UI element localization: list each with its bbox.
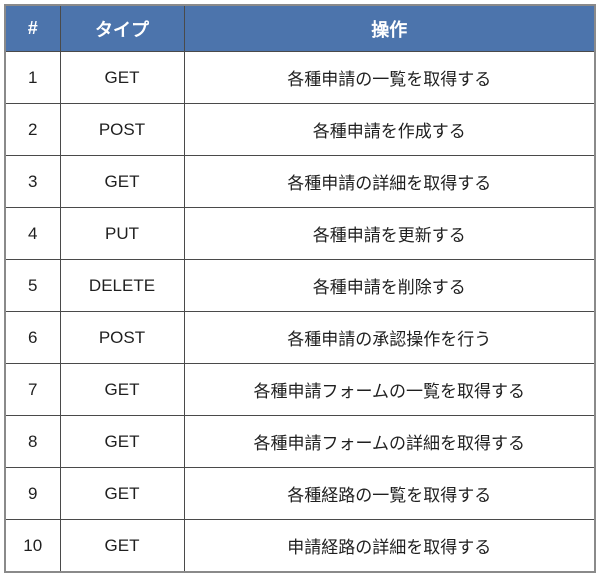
table-row: 6 POST 各種申請の承認操作を行う <box>4 311 596 364</box>
method-cell: GET <box>59 415 185 468</box>
table-row: 9 GET 各種経路の一覧を取得する <box>4 467 596 520</box>
row-number-cell: 3 <box>4 155 61 208</box>
table-row: 7 GET 各種申請フォームの一覧を取得する <box>4 363 596 416</box>
header-cell-number: # <box>4 4 61 52</box>
operation-cell: 各種申請を更新する <box>183 207 596 260</box>
table-row: 4 PUT 各種申請を更新する <box>4 207 596 260</box>
row-number-cell: 2 <box>4 103 61 156</box>
row-number-cell: 4 <box>4 207 61 260</box>
operation-cell: 各種申請フォームの詳細を取得する <box>183 415 596 468</box>
method-cell: GET <box>59 467 185 520</box>
header-cell-type: タイプ <box>59 4 185 52</box>
row-number-cell: 5 <box>4 259 61 312</box>
operation-cell: 各種申請フォームの一覧を取得する <box>183 363 596 416</box>
table-row: 10 GET 申請経路の詳細を取得する <box>4 519 596 573</box>
table-row: 5 DELETE 各種申請を削除する <box>4 259 596 312</box>
table-header: # タイプ 操作 <box>4 4 596 52</box>
table-body: 1 GET 各種申請の一覧を取得する 2 POST 各種申請を作成する 3 GE… <box>4 51 596 573</box>
method-cell: GET <box>59 363 185 416</box>
header-row: # タイプ 操作 <box>4 4 596 52</box>
method-cell: GET <box>59 155 185 208</box>
row-number-cell: 9 <box>4 467 61 520</box>
method-cell: POST <box>59 103 185 156</box>
row-number-cell: 6 <box>4 311 61 364</box>
row-number-cell: 7 <box>4 363 61 416</box>
operation-cell: 各種申請の承認操作を行う <box>183 311 596 364</box>
method-cell: GET <box>59 519 185 573</box>
operation-cell: 各種申請を作成する <box>183 103 596 156</box>
api-operations-table: # タイプ 操作 1 GET 各種申請の一覧を取得する 2 POST 各種申請を… <box>4 4 596 573</box>
method-cell: DELETE <box>59 259 185 312</box>
table-row: 8 GET 各種申請フォームの詳細を取得する <box>4 415 596 468</box>
table-row: 3 GET 各種申請の詳細を取得する <box>4 155 596 208</box>
method-cell: PUT <box>59 207 185 260</box>
row-number-cell: 8 <box>4 415 61 468</box>
table-row: 2 POST 各種申請を作成する <box>4 103 596 156</box>
operation-cell: 各種申請の一覧を取得する <box>183 51 596 104</box>
operation-cell: 申請経路の詳細を取得する <box>183 519 596 573</box>
row-number-cell: 1 <box>4 51 61 104</box>
operation-cell: 各種経路の一覧を取得する <box>183 467 596 520</box>
method-cell: GET <box>59 51 185 104</box>
table-row: 1 GET 各種申請の一覧を取得する <box>4 51 596 104</box>
method-cell: POST <box>59 311 185 364</box>
header-cell-operation: 操作 <box>183 4 596 52</box>
operation-cell: 各種申請を削除する <box>183 259 596 312</box>
operation-cell: 各種申請の詳細を取得する <box>183 155 596 208</box>
row-number-cell: 10 <box>4 519 61 573</box>
